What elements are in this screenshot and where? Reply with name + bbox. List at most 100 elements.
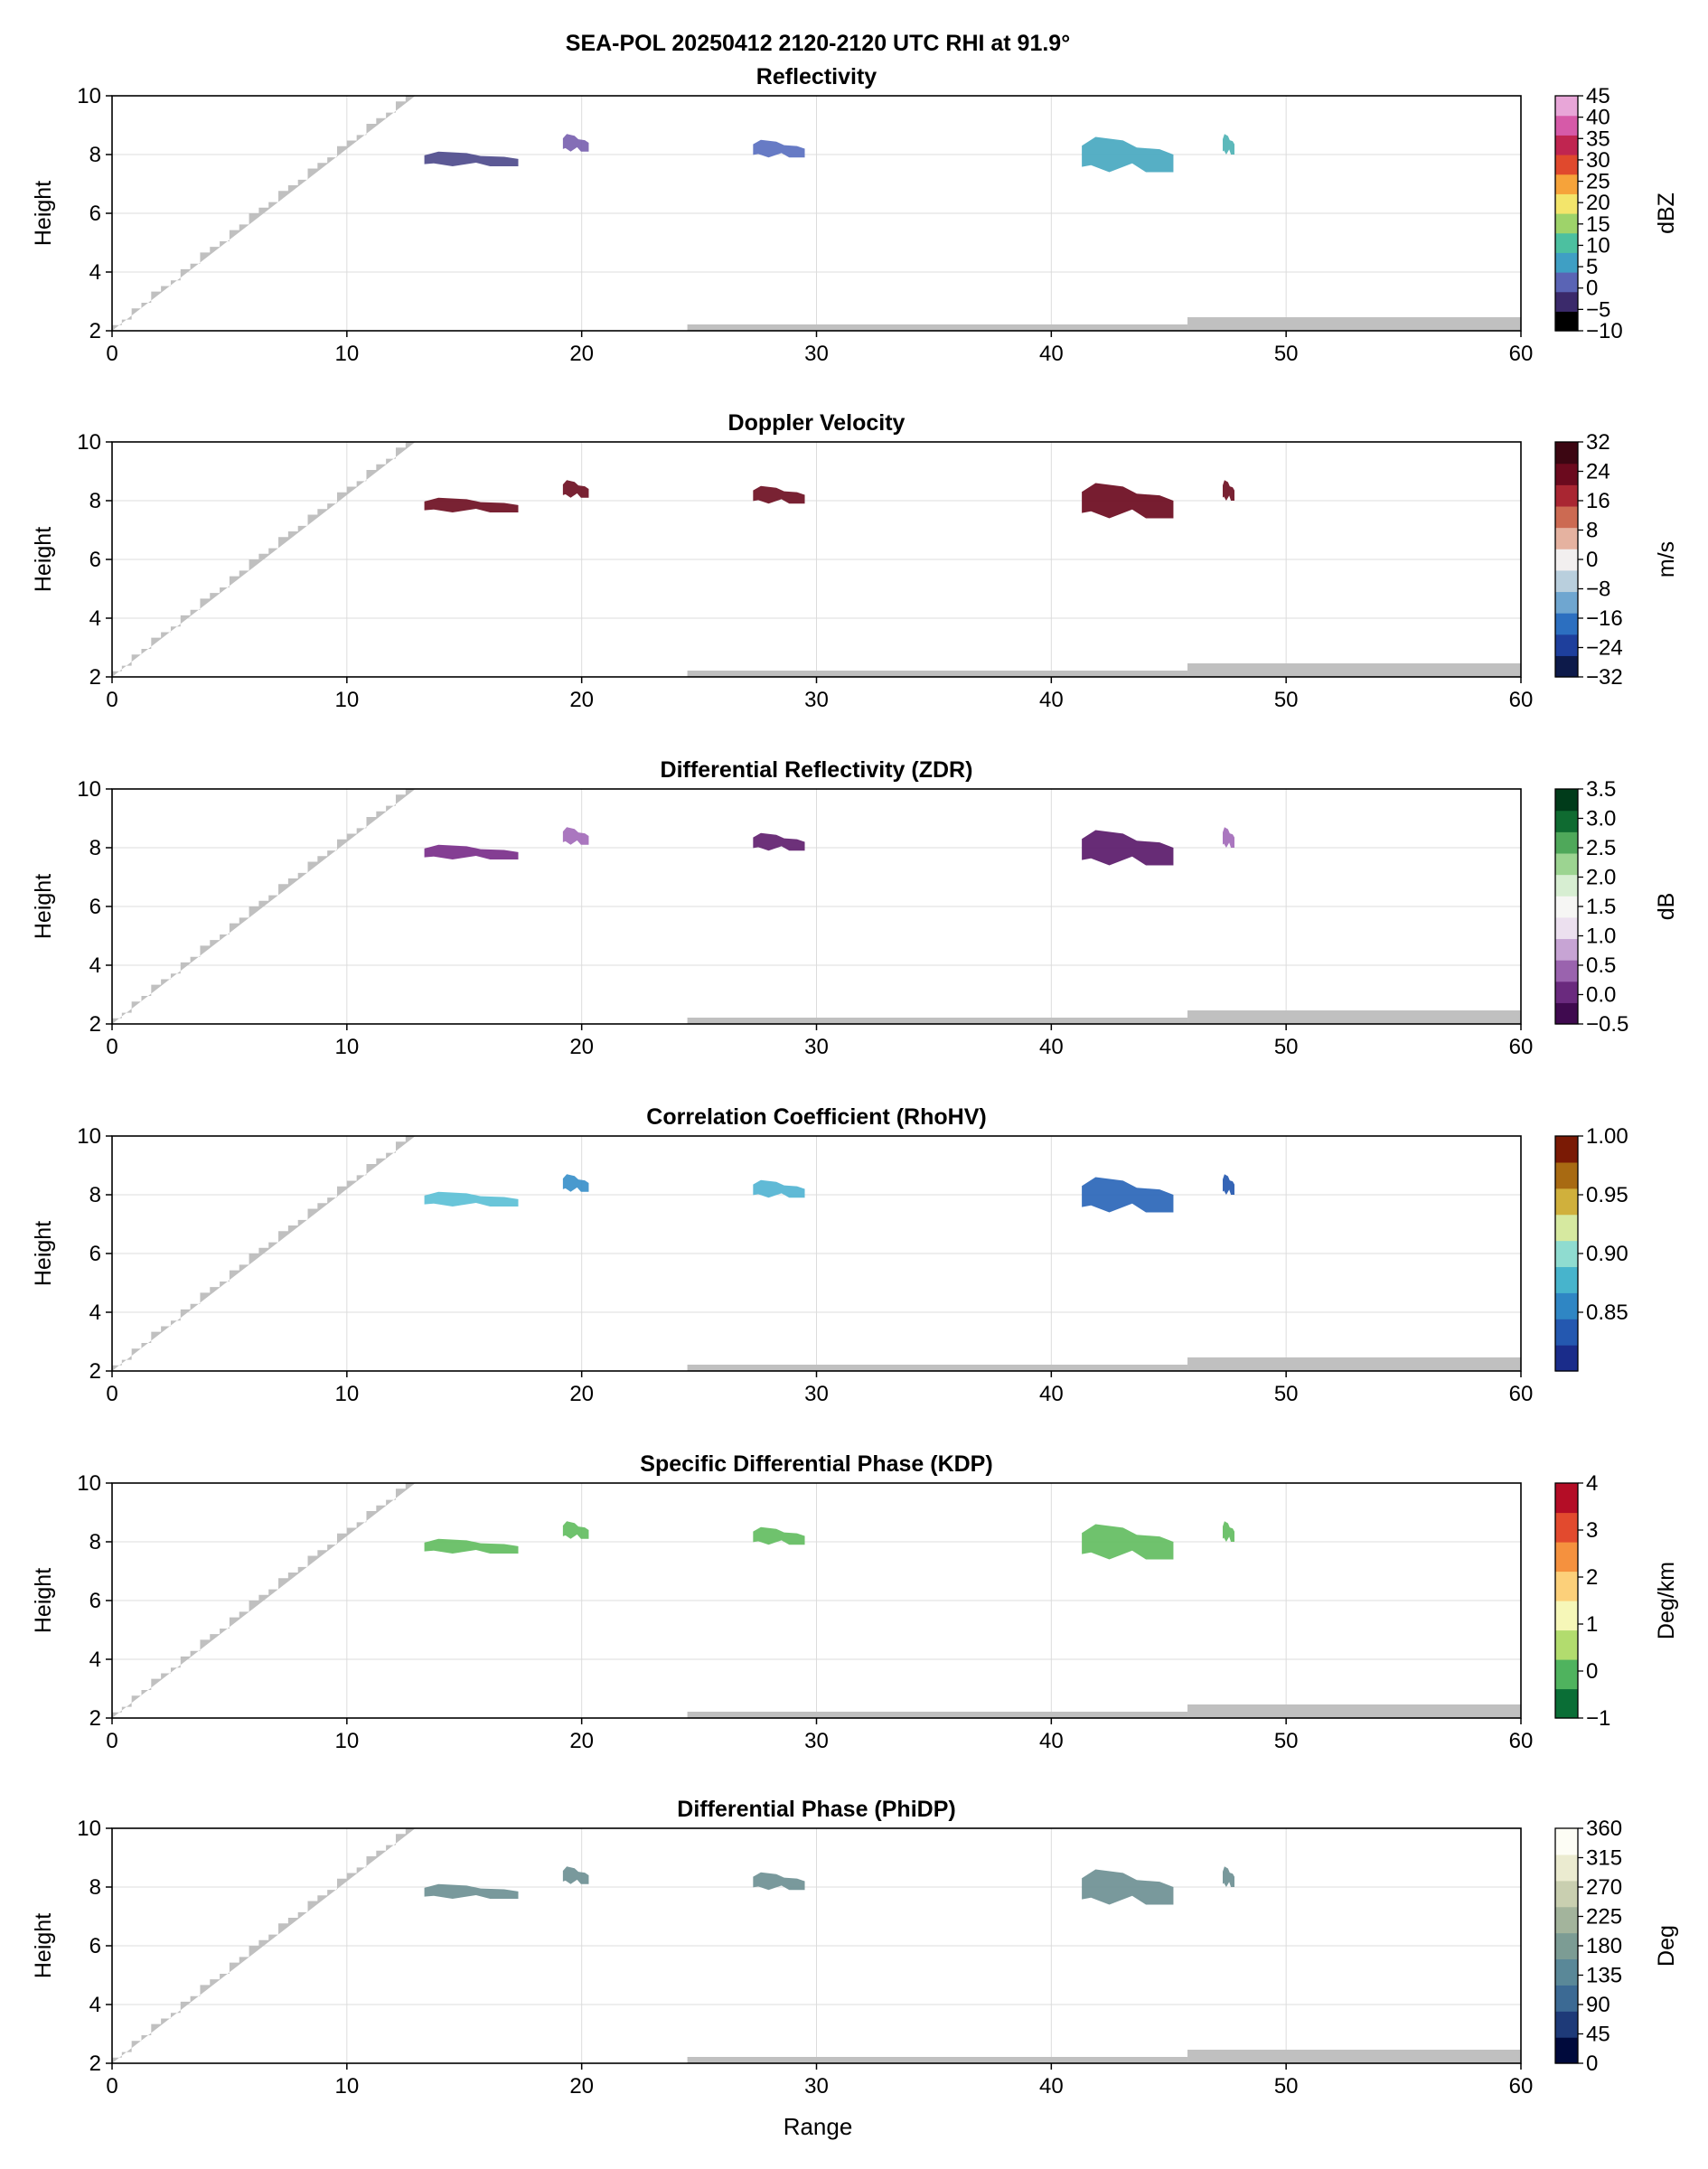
x-tick-label: 40 [1039, 688, 1064, 712]
x-tick-label: 40 [1039, 1035, 1064, 1059]
panel-title: Correlation Coefficient (RhoHV) [646, 1104, 986, 1130]
colorbar-tick-label: 1 [1586, 1612, 1598, 1637]
y-tick-label: 4 [89, 953, 101, 978]
colorbar-segment [1555, 1512, 1578, 1543]
colorbar-segment [1555, 1985, 1578, 2012]
echo-region [753, 1179, 805, 1198]
x-tick-label: 10 [334, 2074, 359, 2099]
colorbar-tick-label: 24 [1586, 460, 1610, 484]
colorbar-segment [1555, 2011, 1578, 2038]
colorbar-tick-label: −0.5 [1586, 1012, 1628, 1037]
colorbar-segment [1555, 960, 1578, 982]
colorbar-tick-label: −32 [1586, 665, 1623, 690]
panel-5: Specific Differential Phase (KDP)0 10 20 30… [31, 1451, 1679, 1753]
figure-title: SEA-POL 20250412 2120-2120 UTC RHI at 91… [566, 31, 1070, 56]
colorbar-segment [1555, 1854, 1578, 1882]
colorbar-segment [1555, 272, 1578, 293]
colorbar-segment [1555, 463, 1578, 485]
colorbar-tick-label: 225 [1586, 1905, 1622, 1930]
x-tick-label: 50 [1274, 1035, 1299, 1059]
colorbar-tick-label: 25 [1586, 170, 1610, 194]
y-axis-label: Height [31, 874, 56, 939]
colorbar-tick-label: 8 [1586, 519, 1598, 543]
colorbar-segment [1555, 2037, 1578, 2064]
colorbar-segment [1555, 1958, 1578, 1986]
x-tick-label: 10 [334, 1035, 359, 1059]
blocked-region [112, 1483, 416, 1718]
colorbar-tick-label: 0 [1586, 2052, 1598, 2076]
colorbar-segment [1555, 981, 1578, 1003]
colorbar-label: dB [1654, 893, 1679, 921]
colorbar-segment [1555, 505, 1578, 529]
x-tick-label: 0 [106, 342, 117, 366]
x-tick-label: 60 [1509, 2074, 1534, 2099]
y-tick-label: 10 [77, 84, 101, 108]
x-tick-label: 60 [1509, 1035, 1534, 1059]
x-tick-label: 20 [569, 688, 594, 712]
colorbar-segment [1555, 1571, 1578, 1601]
colorbar-segment [1555, 1214, 1578, 1242]
x-tick-label: 20 [569, 1035, 594, 1059]
echo-region [753, 1872, 805, 1891]
y-axis-label: Height [31, 181, 56, 246]
y-tick-label: 2 [89, 1706, 101, 1731]
x-tick-label: 30 [804, 688, 829, 712]
colorbar-tick-label: −8 [1586, 577, 1610, 602]
echo-region [424, 497, 519, 512]
y-tick-label: 8 [89, 1530, 101, 1554]
y-tick-label: 10 [77, 777, 101, 802]
colorbar-segment [1555, 938, 1578, 961]
grid [111, 1135, 1522, 1372]
colorbar-tick-label: 45 [1586, 84, 1610, 108]
colorbar-tick-label: 3 [1586, 1518, 1598, 1543]
echo-region [1082, 136, 1174, 173]
blocked-region [112, 789, 416, 1024]
colorbar-segment [1555, 591, 1578, 614]
colorbar-tick-label: 40 [1586, 106, 1610, 130]
colorbar-tick-label: 0 [1586, 277, 1598, 301]
y-tick-label: 10 [77, 430, 101, 455]
colorbar-tick-label: 0 [1586, 1659, 1598, 1684]
colorbar-segment [1555, 155, 1578, 175]
x-tick-label: 50 [1274, 2074, 1299, 2099]
surface-strip [687, 2057, 1188, 2063]
colorbar-segment [1555, 1542, 1578, 1573]
grid [111, 788, 1522, 1025]
blocked-region [112, 96, 416, 331]
colorbar-segment [1555, 916, 1578, 940]
panel-4: Correlation Coefficient (RhoHV)0 10 20 30 40… [31, 1104, 1628, 1406]
echo-region [1082, 1524, 1174, 1560]
colorbar-tick-label: 35 [1586, 127, 1610, 151]
x-tick-label: 0 [106, 2074, 117, 2099]
colorbar-frame [1554, 95, 1579, 332]
colorbar-segment [1555, 896, 1578, 918]
colorbar-tick-label: 2.0 [1586, 866, 1616, 890]
colorbar-segment [1555, 135, 1578, 155]
echo-region [424, 1191, 519, 1207]
colorbar-segment [1555, 1828, 1578, 1855]
y-axis-label: Height [31, 1568, 56, 1633]
colorbar-tick-label: −16 [1586, 606, 1623, 631]
y-tick-label: 2 [89, 1012, 101, 1037]
echo-region [1082, 483, 1174, 519]
colorbar-tick-label: 0.5 [1586, 953, 1616, 978]
echo-region [562, 827, 589, 845]
echo-region [753, 139, 805, 158]
x-tick-label: 10 [334, 342, 359, 366]
surface-strip [687, 1365, 1188, 1371]
colorbar-tick-label: 15 [1586, 212, 1610, 237]
colorbar-tick-label: 16 [1586, 489, 1610, 513]
panel-title: Differential Phase (PhiDP) [677, 1797, 955, 1822]
x-tick-label: 0 [106, 1035, 117, 1059]
x-tick-label: 10 [334, 1729, 359, 1753]
x-tick-label: 60 [1509, 688, 1534, 712]
colorbar-tick-label: 360 [1586, 1817, 1622, 1841]
x-tick-label: 0 [106, 1729, 117, 1753]
echo-region [1223, 1174, 1235, 1195]
colorbar-segment [1555, 115, 1578, 136]
colorbar-tick-label: 90 [1586, 1993, 1610, 2017]
x-tick-label: 50 [1274, 1729, 1299, 1753]
colorbar-tick-label: 1.5 [1586, 895, 1616, 919]
